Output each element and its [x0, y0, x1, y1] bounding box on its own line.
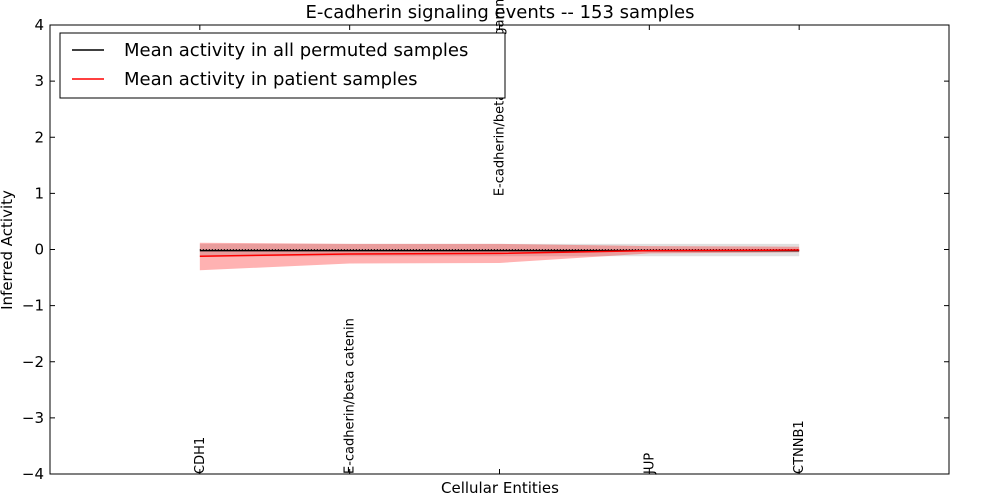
x-category-label: CDH1 [193, 437, 208, 474]
legend-box [59, 32, 506, 99]
x-axis-label: Cellular Entities [441, 479, 559, 497]
band-series-1 [199, 242, 800, 271]
legend-label-patient: Mean activity in patient samples [124, 69, 418, 90]
y-tick-label: 1 [34, 184, 44, 202]
chart-title: E-cadherin signaling events -- 153 sampl… [305, 2, 694, 23]
y-tick-label: −4 [22, 465, 44, 483]
line-series-1 [199, 249, 800, 257]
y-axis-label: Inferred Activity [0, 190, 16, 310]
y-tick-label: 4 [34, 16, 44, 34]
series-lines [199, 249, 800, 257]
legend: Mean activity in all permuted samples Me… [59, 32, 506, 99]
y-tick-label: −2 [22, 353, 44, 371]
legend-label-permuted: Mean activity in all permuted samples [124, 40, 468, 61]
y-axis-ticks: 4 3 2 1 0 −1 −2 −3 −4 [22, 16, 949, 483]
confidence-bands [199, 242, 800, 271]
x-category-label: E-cadherin/beta catenin [343, 318, 358, 474]
y-tick-label: 0 [34, 241, 44, 259]
x-category-label: CTNNB1 [792, 420, 807, 474]
y-tick-label: −3 [22, 409, 44, 427]
x-category-label: JUP [642, 453, 657, 475]
y-tick-label: −1 [22, 297, 44, 315]
y-tick-label: 2 [34, 128, 44, 146]
y-tick-label: 3 [34, 72, 44, 90]
